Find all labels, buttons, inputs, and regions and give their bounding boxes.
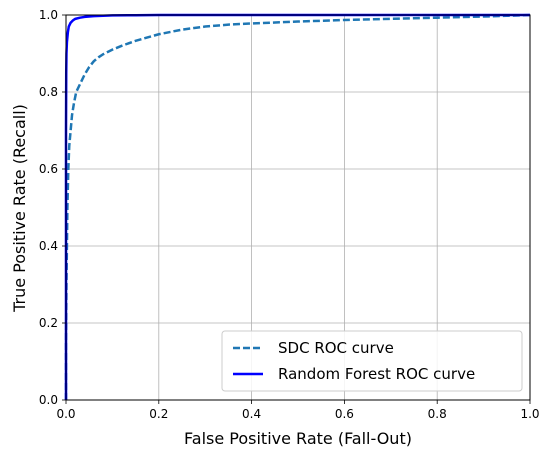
y-tick-label: 0.6 (39, 162, 58, 176)
x-tick-label: 0.0 (56, 407, 75, 421)
legend-label-random-forest: Random Forest ROC curve (278, 365, 475, 383)
legend: SDC ROC curve Random Forest ROC curve (221, 330, 523, 392)
x-tick-label: 0.8 (428, 407, 447, 421)
sdc-roc-curve (64, 13, 531, 400)
tick-layer: 0.0 0.2 0.4 0.6 0.8 1.0 0.0 0.2 0.4 0.6 0.8 1.0 (39, 8, 540, 421)
x-tick-label: 0.2 (149, 407, 168, 421)
legend-label-sdc: SDC ROC curve (278, 339, 394, 357)
x-tick-label: 0.6 (335, 407, 354, 421)
legend-box (221, 330, 523, 392)
y-tick-label: 0.8 (39, 85, 58, 99)
y-tick-label: 0.4 (39, 239, 58, 253)
x-tick-label: 0.4 (242, 407, 261, 421)
x-tick-label: 1.0 (520, 407, 539, 421)
y-axis-title: True Positive Rate (Recall) (10, 104, 29, 313)
y-tick-label: 0.2 (39, 316, 58, 330)
y-tick-label: 1.0 (39, 8, 58, 22)
y-tick-label: 0.0 (39, 393, 58, 407)
x-axis-title: False Positive Rate (Fall-Out) (184, 429, 412, 448)
plot-frame (65, 14, 531, 401)
